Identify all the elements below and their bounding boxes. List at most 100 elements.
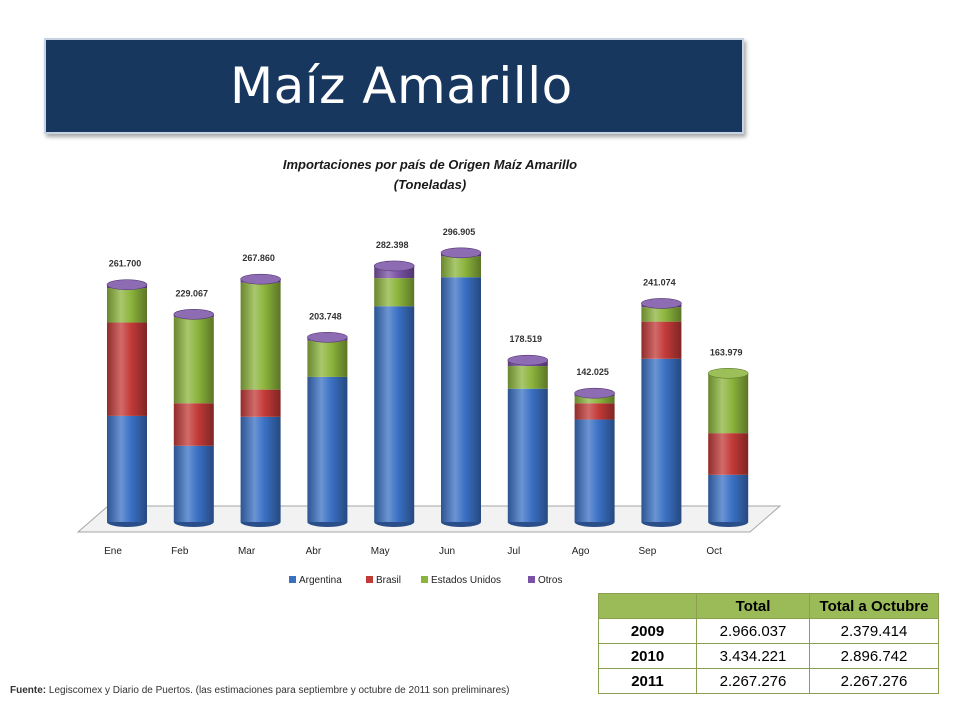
chart-title-block: Importaciones por país de Origen Maíz Am… (200, 155, 660, 195)
data-label: 163.979 (710, 347, 743, 357)
bar-segment-estados-unidos (307, 340, 348, 377)
table-cell-total-october: 2.896.742 (809, 643, 939, 669)
summary-header-blank (598, 593, 697, 619)
bar-segment-argentina (641, 358, 682, 522)
summary-header-total-october: Total a Octubre (809, 593, 939, 619)
data-label: 241.074 (643, 277, 676, 287)
x-tick-label: Feb (171, 546, 189, 557)
bar-top (641, 298, 682, 309)
x-tick-label: Jun (439, 546, 455, 557)
data-label: 261.700 (109, 259, 142, 269)
x-tick-label: Jul (507, 546, 520, 557)
x-tick-label: Sep (639, 546, 657, 557)
bar-segment-brasil (574, 403, 615, 420)
bar-segment-argentina (441, 277, 481, 522)
chart-title: Importaciones por país de Origen Maíz Am… (282, 157, 578, 172)
bar-stack (707, 368, 749, 527)
table-cell-total-october: 2.379.414 (809, 618, 939, 644)
bar-segment-argentina (240, 416, 281, 522)
bar-segment-argentina (507, 388, 548, 522)
bar-segment-brasil (641, 321, 682, 359)
bar-segment-brasil (708, 433, 749, 475)
bar-segment-argentina (374, 306, 415, 522)
x-tick-label: Oct (706, 546, 722, 557)
data-label: 229.067 (176, 288, 209, 298)
data-label: 282.398 (376, 240, 409, 250)
x-tick-label: Ene (104, 546, 122, 557)
bar-segment-argentina (708, 474, 749, 522)
table-row: 2011 2.267.276 2.267.276 (598, 668, 939, 694)
bar-stack (106, 279, 148, 527)
legend-swatch (289, 576, 296, 583)
bar-segment-estados-unidos (374, 278, 415, 307)
table-cell-total: 2.267.276 (696, 668, 810, 694)
legend-swatch (528, 576, 535, 583)
x-tick-label: May (371, 546, 390, 557)
page-title: Maíz Amarillo (230, 57, 573, 115)
bar-segment-brasil (107, 322, 147, 416)
bar-top (440, 247, 482, 259)
data-label: 267.860 (242, 253, 275, 263)
bar-stack (373, 260, 415, 527)
bar-segment-argentina (574, 419, 615, 522)
bar-top (307, 331, 348, 343)
table-cell-year: 2011 (598, 668, 697, 694)
legend-swatch (421, 576, 428, 583)
bar-stack (574, 387, 615, 527)
bar-top (574, 387, 615, 399)
bar-segment-estados-unidos (641, 307, 682, 322)
source-label: Fuente: (10, 685, 47, 696)
bar-segment-estados-unidos (107, 288, 147, 323)
legend-label: Brasil (376, 575, 401, 586)
bar-stack (507, 354, 549, 527)
table-row: 2010 3.434.221 2.896.742 (598, 643, 939, 669)
bar-segment-brasil (240, 389, 281, 417)
legend-label: Otros (538, 575, 562, 586)
bar-segment-brasil (173, 403, 214, 446)
legend-swatch (366, 576, 373, 583)
bar-stack (173, 309, 215, 527)
bar-segment-estados-unidos (708, 373, 749, 434)
summary-header-total: Total (696, 593, 810, 619)
legend-label: Argentina (299, 575, 342, 586)
bar-top (507, 354, 549, 366)
bar-top (240, 273, 281, 285)
bar-segment-estados-unidos (507, 366, 548, 389)
table-cell-total: 3.434.221 (696, 643, 810, 669)
bar-segment-estados-unidos (441, 256, 481, 278)
bar-segment-estados-unidos (574, 395, 615, 404)
bar-stack (641, 298, 682, 527)
bar-top (707, 368, 749, 379)
bar-stack (307, 331, 348, 527)
bar-top (173, 309, 215, 320)
bar-top (106, 279, 148, 291)
table-cell-total: 2.966.037 (696, 618, 810, 644)
source-text: Legiscomex y Diario de Puertos. (las est… (48, 685, 510, 696)
summary-table: Total Total a Octubre 2009 2.966.037 2.3… (598, 593, 939, 694)
bar-segment-argentina (173, 445, 214, 522)
bar-stack (240, 273, 281, 527)
bar-top (373, 260, 415, 272)
table-row: 2009 2.966.037 2.379.414 (598, 618, 939, 644)
table-cell-year: 2010 (598, 643, 697, 669)
data-label: 296.905 (443, 227, 476, 237)
legend-label: Estados Unidos (431, 575, 501, 586)
chart-subtitle: (Toneladas) (393, 177, 467, 192)
table-cell-total-october: 2.267.276 (809, 668, 939, 694)
bar-segment-argentina (107, 415, 147, 522)
data-label: 178.519 (510, 334, 543, 344)
data-label: 203.748 (309, 311, 342, 321)
bar-stack (440, 247, 482, 527)
summary-header-row: Total Total a Octubre (598, 593, 939, 619)
bar-segment-estados-unidos (240, 282, 281, 390)
table-cell-year: 2009 (598, 618, 697, 644)
source-note: Fuente: Legiscomex y Diario de Puertos. … (10, 685, 509, 696)
bar-segment-argentina (307, 376, 348, 522)
x-tick-label: Mar (238, 546, 256, 557)
x-tick-label: Abr (306, 546, 322, 557)
title-banner: Maíz Amarillo (44, 38, 744, 134)
data-label: 142.025 (576, 367, 609, 377)
bar-segment-estados-unidos (173, 317, 214, 404)
x-tick-label: Ago (572, 546, 590, 557)
